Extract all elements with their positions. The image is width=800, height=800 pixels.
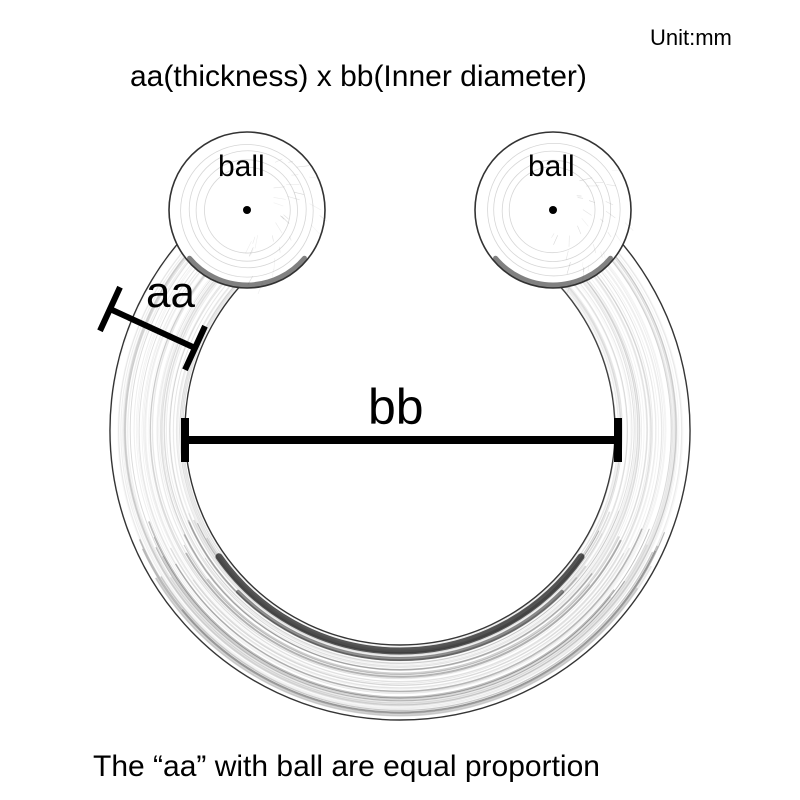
bb-label: bb <box>368 378 424 436</box>
unit-label: Unit:mm <box>650 25 732 51</box>
ball-left-label: ball <box>218 150 265 184</box>
formula-label: aa(thickness) x bb(Inner diameter) <box>130 60 587 94</box>
footer-note: The “aa” with ball are equal proportion <box>93 750 600 784</box>
ball-right-label: ball <box>528 150 575 184</box>
aa-label: aa <box>146 268 195 318</box>
